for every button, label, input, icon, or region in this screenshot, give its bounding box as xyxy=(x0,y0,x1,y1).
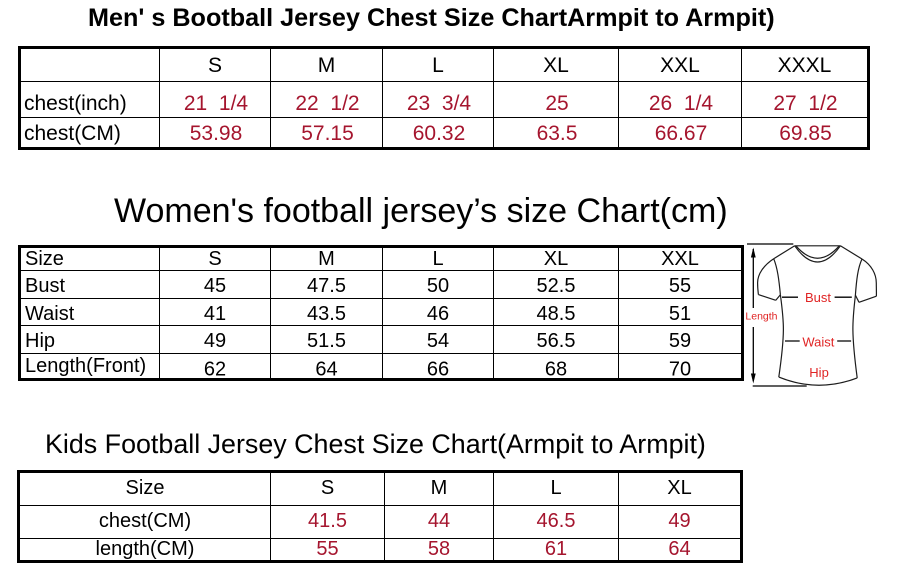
svg-text:Bust: Bust xyxy=(805,290,831,305)
svg-text:Length: Length xyxy=(745,311,777,323)
svg-text:Hip: Hip xyxy=(809,365,829,380)
svg-text:Waist: Waist xyxy=(802,335,834,350)
